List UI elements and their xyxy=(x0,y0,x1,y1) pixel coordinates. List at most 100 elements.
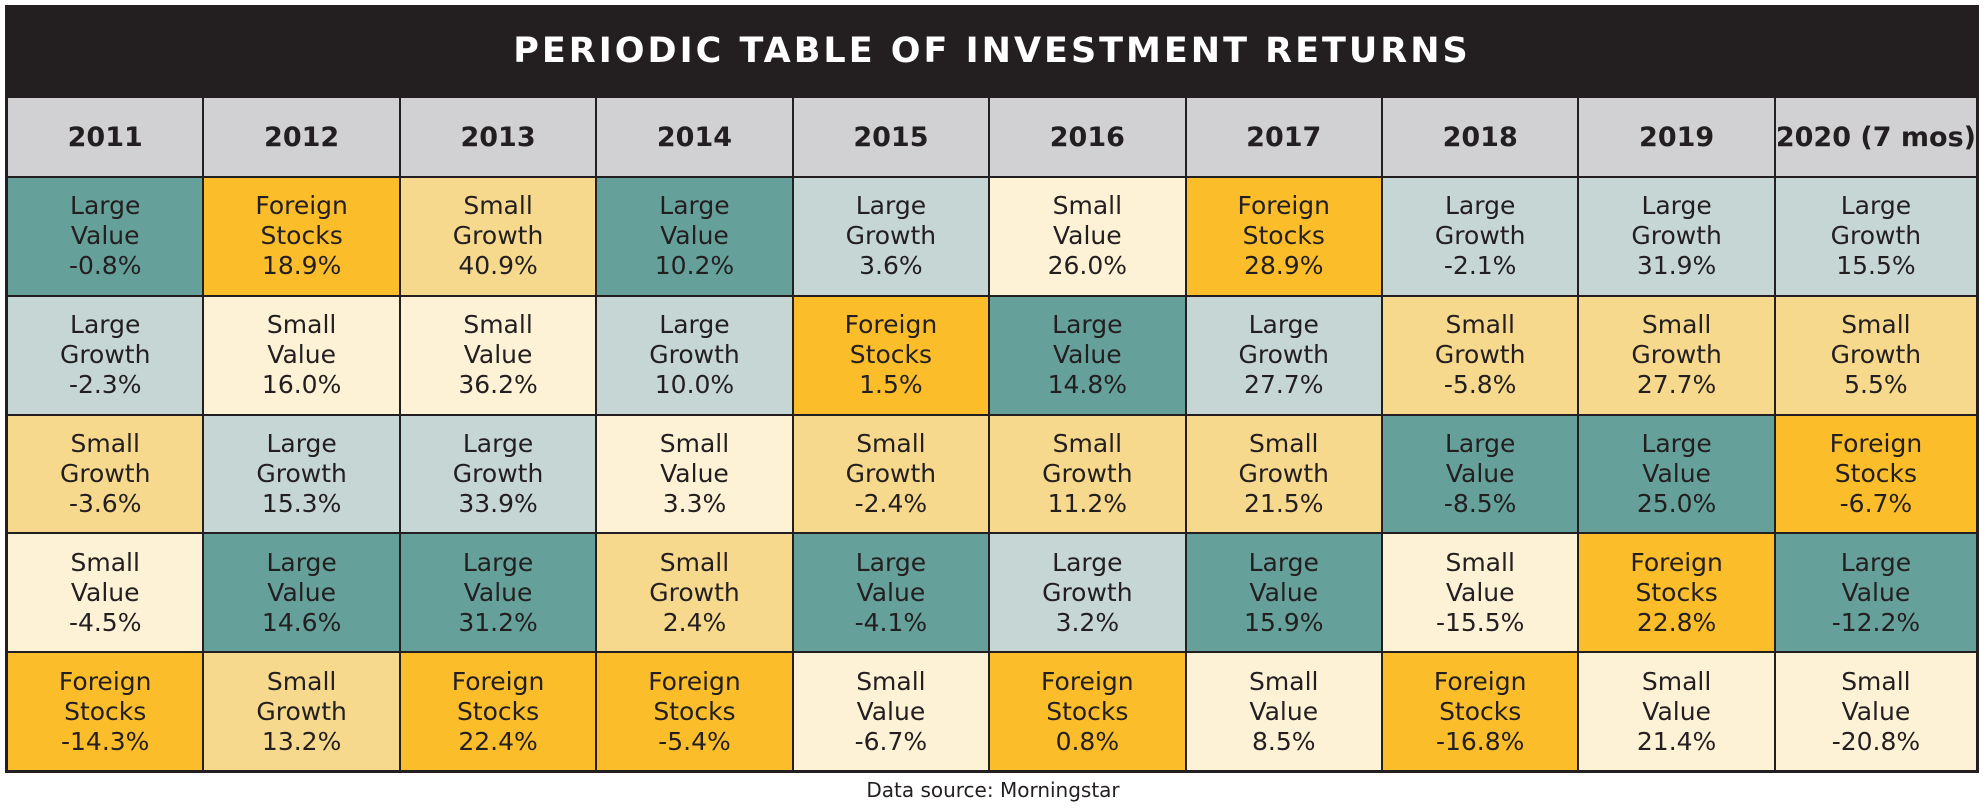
asset-class-label: Large xyxy=(462,547,534,577)
asset-class-label: Stocks xyxy=(1834,458,1918,488)
return-cell: Large Growth 10.0% xyxy=(597,296,792,414)
return-cell: Small Value -4.5% xyxy=(8,534,203,652)
asset-class-label: Large xyxy=(1641,428,1712,458)
return-value: -14.3% xyxy=(60,726,150,756)
return-cell: Foreign Stocks 22.8% xyxy=(1579,534,1774,652)
asset-class-label: Stocks xyxy=(1635,577,1718,607)
return-value: 25.0% xyxy=(1636,488,1717,518)
asset-class-label: Value xyxy=(1053,340,1122,370)
returns-table: PERIODIC TABLE OF INVESTMENT RETURNS 201… xyxy=(5,5,1979,773)
asset-class-label: Growth xyxy=(1434,340,1526,370)
return-value: 3.6% xyxy=(859,251,923,281)
asset-class-label: Growth xyxy=(1631,221,1722,251)
return-cell: Large Growth -2.3% xyxy=(8,296,203,414)
return-cell: Large Value 31.2% xyxy=(400,534,596,652)
return-cell: Large Value -8.5% xyxy=(1382,415,1578,533)
return-cell: Small Growth -5.8% xyxy=(1382,296,1578,414)
return-cell: Foreign Stocks -16.8% xyxy=(1382,653,1578,770)
return-value: 3.3% xyxy=(662,488,727,518)
asset-class-label: Small xyxy=(266,666,337,696)
asset-class-label: Value xyxy=(70,577,140,607)
return-value: 33.9% xyxy=(458,488,538,518)
asset-class-label: Small xyxy=(1445,547,1515,577)
asset-class-label: Stocks xyxy=(64,696,147,726)
asset-class-label: Small xyxy=(1641,310,1712,340)
asset-class-label: Small xyxy=(1052,428,1123,458)
return-value: -8.5% xyxy=(1443,488,1517,518)
asset-class-label: Large xyxy=(1052,547,1123,577)
year-header: 2016 xyxy=(990,98,1185,176)
return-value: -12.2% xyxy=(1831,607,1921,637)
asset-class-label: Value xyxy=(1445,577,1515,607)
return-cell: Small Value -6.7% xyxy=(793,653,989,770)
return-cell: Large Value -12.2% xyxy=(1775,534,1976,652)
return-value: -4.1% xyxy=(854,607,928,637)
year-header: 2012 xyxy=(204,98,399,176)
asset-class-label: Small xyxy=(1249,666,1319,696)
return-value: 15.3% xyxy=(261,488,342,518)
asset-class-label: Growth xyxy=(845,221,937,251)
asset-class-label: Growth xyxy=(59,458,151,488)
year-header: 2019 xyxy=(1579,98,1774,176)
asset-class-label: Value xyxy=(856,577,926,607)
return-cell: Small Growth 21.5% xyxy=(1186,415,1381,533)
asset-class-label: Value xyxy=(1249,696,1319,726)
asset-class-label: Foreign xyxy=(1630,547,1723,577)
returns-grid: 2011 2012 2013 2014 2015 2016 2017 2018 2019 2020… xyxy=(8,98,1976,770)
return-value: 3.2% xyxy=(1055,607,1120,637)
asset-class-label: Value xyxy=(267,577,336,607)
asset-class-label: Growth xyxy=(1830,221,1922,251)
asset-class-label: Value xyxy=(463,340,533,370)
return-value: 8.5% xyxy=(1252,726,1316,756)
return-value: -5.4% xyxy=(658,726,731,756)
asset-class-label: Value xyxy=(1053,221,1122,251)
return-value: 21.5% xyxy=(1244,488,1324,518)
return-cell: Large Value 10.2% xyxy=(597,178,792,295)
asset-class-label: Small xyxy=(659,428,730,458)
asset-class-label: Value xyxy=(660,221,729,251)
asset-class-label: Stocks xyxy=(1242,221,1325,251)
asset-class-label: Foreign xyxy=(1041,666,1134,696)
return-value: 15.9% xyxy=(1244,607,1324,637)
asset-class-label: Stocks xyxy=(1046,696,1129,726)
return-cell: Large Value -4.1% xyxy=(793,534,989,652)
return-cell: Small Value 26.0% xyxy=(990,178,1185,295)
return-cell: Foreign Stocks -5.4% xyxy=(597,653,792,770)
return-cell: Small Growth 5.5% xyxy=(1775,296,1976,414)
return-value: 16.0% xyxy=(261,370,342,400)
asset-class-label: Growth xyxy=(452,221,544,251)
return-cell: Large Growth 3.6% xyxy=(793,178,989,295)
return-value: 1.5% xyxy=(859,370,923,400)
return-cell: Small Growth 2.4% xyxy=(597,534,792,652)
asset-class-label: Growth xyxy=(452,458,544,488)
asset-class-label: Foreign xyxy=(58,666,152,696)
return-cell: Small Growth -3.6% xyxy=(8,415,203,533)
return-cell: Large Growth -2.1% xyxy=(1382,178,1578,295)
asset-class-label: Growth xyxy=(1238,340,1330,370)
return-value: 10.2% xyxy=(654,251,735,281)
return-cell: Large Value 14.6% xyxy=(204,534,399,652)
return-value: 36.2% xyxy=(458,370,538,400)
asset-class-label: Foreign xyxy=(648,666,741,696)
return-cell: Small Value 8.5% xyxy=(1186,653,1381,770)
asset-class-label: Large xyxy=(1840,547,1912,577)
return-cell: Foreign Stocks 0.8% xyxy=(990,653,1185,770)
return-value: -4.5% xyxy=(68,607,142,637)
return-cell: Large Growth 33.9% xyxy=(400,415,596,533)
asset-class-label: Growth xyxy=(1238,458,1330,488)
return-value: 18.9% xyxy=(261,251,342,281)
asset-class-label: Foreign xyxy=(451,666,545,696)
asset-class-label: Growth xyxy=(59,340,151,370)
return-value: 5.5% xyxy=(1844,370,1908,400)
asset-class-label: Value xyxy=(463,577,533,607)
return-value: -2.4% xyxy=(854,488,928,518)
return-value: 22.8% xyxy=(1636,607,1717,637)
return-cell: Large Value 25.0% xyxy=(1579,415,1774,533)
asset-class-label: Growth xyxy=(256,696,347,726)
year-header: 2018 xyxy=(1382,98,1578,176)
return-value: 28.9% xyxy=(1244,251,1324,281)
asset-class-label: Small xyxy=(1641,666,1712,696)
return-value: 27.7% xyxy=(1636,370,1717,400)
return-cell: Large Value -0.8% xyxy=(8,178,203,295)
asset-class-label: Growth xyxy=(1830,340,1922,370)
